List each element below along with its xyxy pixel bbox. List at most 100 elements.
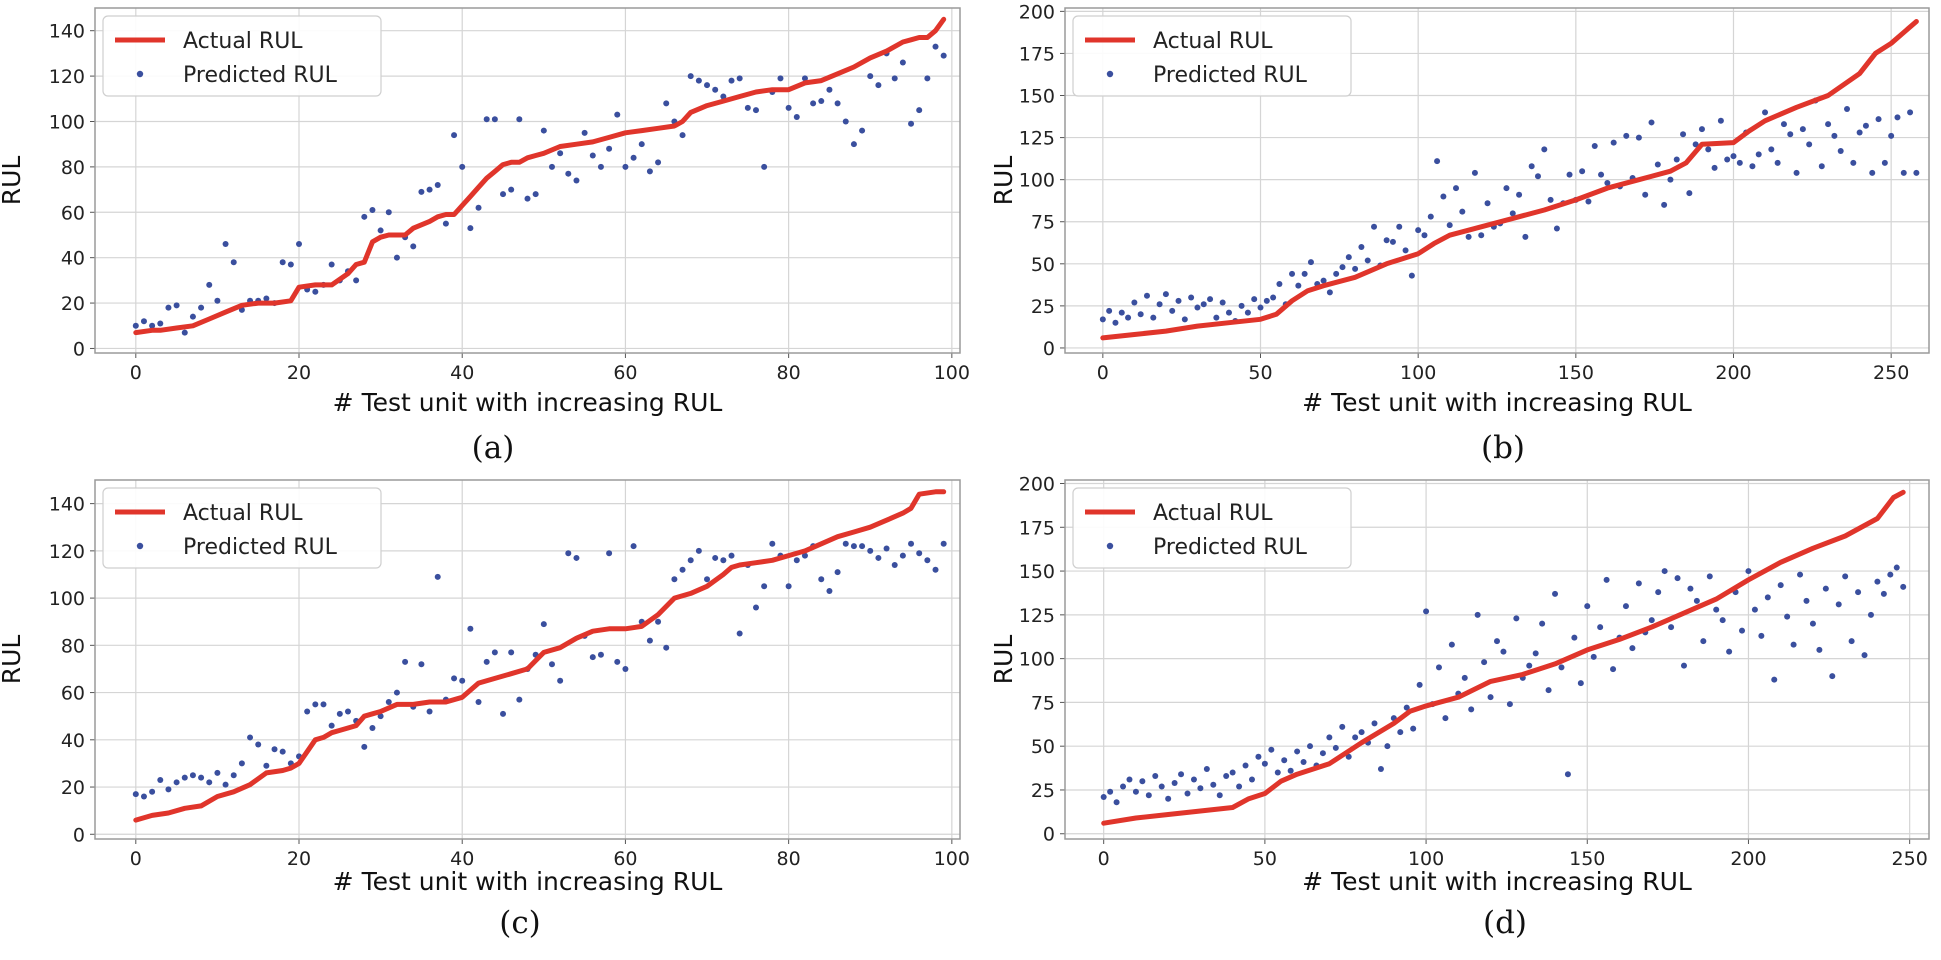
predicted-point: [663, 644, 670, 651]
predicted-point: [1771, 676, 1778, 683]
predicted-point: [263, 295, 270, 302]
x-tick-label: 0: [130, 848, 142, 870]
predicted-point: [1856, 129, 1863, 136]
y-tick-label: 100: [49, 588, 85, 610]
predicted-point: [850, 543, 857, 550]
predicted-point: [1165, 795, 1172, 802]
x-tick-label: 0: [1098, 848, 1110, 870]
predicted-point: [818, 576, 825, 583]
predicted-point: [1648, 119, 1655, 126]
y-axis-label: RUL: [0, 635, 26, 685]
predicted-point: [875, 82, 882, 89]
predicted-point: [1547, 196, 1554, 203]
predicted-point: [565, 550, 572, 557]
x-tick-label: 200: [1715, 362, 1751, 384]
predicted-point: [500, 710, 507, 717]
predicted-point: [206, 281, 213, 288]
legend-dot-swatch: [136, 542, 144, 550]
predicted-point: [1506, 701, 1513, 708]
predicted-point: [1113, 799, 1120, 806]
predicted-point: [752, 604, 759, 611]
predicted-point: [1190, 776, 1197, 783]
predicted-point: [1900, 169, 1907, 176]
y-tick-label: 40: [61, 248, 85, 270]
predicted-point: [410, 243, 417, 250]
predicted-point: [312, 701, 319, 708]
predicted-point: [1402, 247, 1409, 254]
predicted-point: [695, 77, 702, 84]
predicted-point: [157, 320, 164, 327]
predicted-point: [173, 779, 180, 786]
predicted-point: [418, 661, 425, 668]
predicted-point: [434, 182, 441, 189]
predicted-point: [1874, 578, 1881, 585]
predicted-point: [1478, 232, 1485, 239]
predicted-point: [214, 769, 221, 776]
predicted-point: [557, 150, 564, 157]
plot-frame: [1064, 479, 1930, 840]
legend-label-actual: Actual RUL: [1153, 501, 1273, 526]
predicted-point: [418, 188, 425, 195]
actual-series-line: [133, 16, 947, 336]
actual-series-line: [1101, 489, 1906, 826]
predicted-point: [483, 658, 490, 665]
predicted-point: [785, 104, 792, 111]
chart-svg: 0 50 100 150 200 250 0 25 50 75 100 125 150 175 200 # T…: [989, 474, 1930, 896]
x-axis-label: # Test unit with increasing RUL: [333, 388, 723, 417]
predicted-point: [1364, 257, 1371, 264]
predicted-point: [1835, 601, 1842, 608]
y-tick-label: 125: [1019, 605, 1055, 627]
x-tick-label: 250: [1873, 362, 1909, 384]
predicted-point: [704, 576, 711, 583]
y-tick-label: 200: [1019, 1, 1055, 23]
legend-dot-swatch: [1106, 70, 1114, 78]
predicted-point: [932, 566, 939, 573]
predicted-point: [1143, 292, 1150, 299]
predicted-point: [1345, 254, 1352, 261]
predicted-point: [230, 259, 237, 266]
predicted-point: [1706, 573, 1713, 580]
legend: Actual RUL Predicted RUL: [1072, 487, 1352, 569]
predicted-point: [1862, 122, 1869, 129]
predicted-point: [540, 621, 547, 628]
predicted-point: [597, 651, 604, 658]
predicted-point: [1539, 620, 1546, 627]
predicted-point: [1175, 297, 1182, 304]
predicted-point: [614, 658, 621, 665]
y-tick-label: 125: [1019, 128, 1055, 150]
predicted-point: [1668, 624, 1675, 631]
predicted-point: [1333, 270, 1340, 277]
predicted-point: [655, 618, 662, 625]
predicted-point: [1326, 289, 1333, 296]
x-tick-label: 50: [1253, 848, 1277, 870]
y-tick-label: 50: [1031, 254, 1055, 276]
predicted-point: [1655, 589, 1662, 596]
predicted-point: [1465, 233, 1472, 240]
predicted-point: [1855, 589, 1862, 596]
x-axis-label: # Test unit with increasing RUL: [1302, 867, 1692, 896]
predicted-point: [500, 191, 507, 198]
predicted-point: [1673, 156, 1680, 163]
predicted-point: [377, 713, 384, 720]
predicted-point: [475, 204, 482, 211]
predicted-point: [214, 297, 221, 304]
predicted-point: [1339, 264, 1346, 271]
predicted-point: [230, 772, 237, 779]
predicted-point: [1888, 132, 1895, 139]
predicted-point: [1200, 301, 1207, 308]
y-tick-label: 0: [1043, 338, 1055, 360]
predicted-point: [573, 177, 580, 184]
predicted-point: [1532, 650, 1539, 657]
predicted-point: [646, 637, 653, 644]
predicted-point: [712, 554, 719, 561]
predicted-point: [1585, 198, 1592, 205]
predicted-point: [1822, 585, 1829, 592]
predicted-point: [891, 75, 898, 82]
predicted-point: [1552, 590, 1559, 597]
predicted-point: [728, 77, 735, 84]
predicted-point: [818, 98, 825, 105]
predicted-point: [1705, 146, 1712, 153]
predicted-point: [1358, 243, 1365, 250]
predicted-point: [1622, 603, 1629, 610]
legend-label-predicted: Predicted RUL: [1153, 63, 1308, 88]
